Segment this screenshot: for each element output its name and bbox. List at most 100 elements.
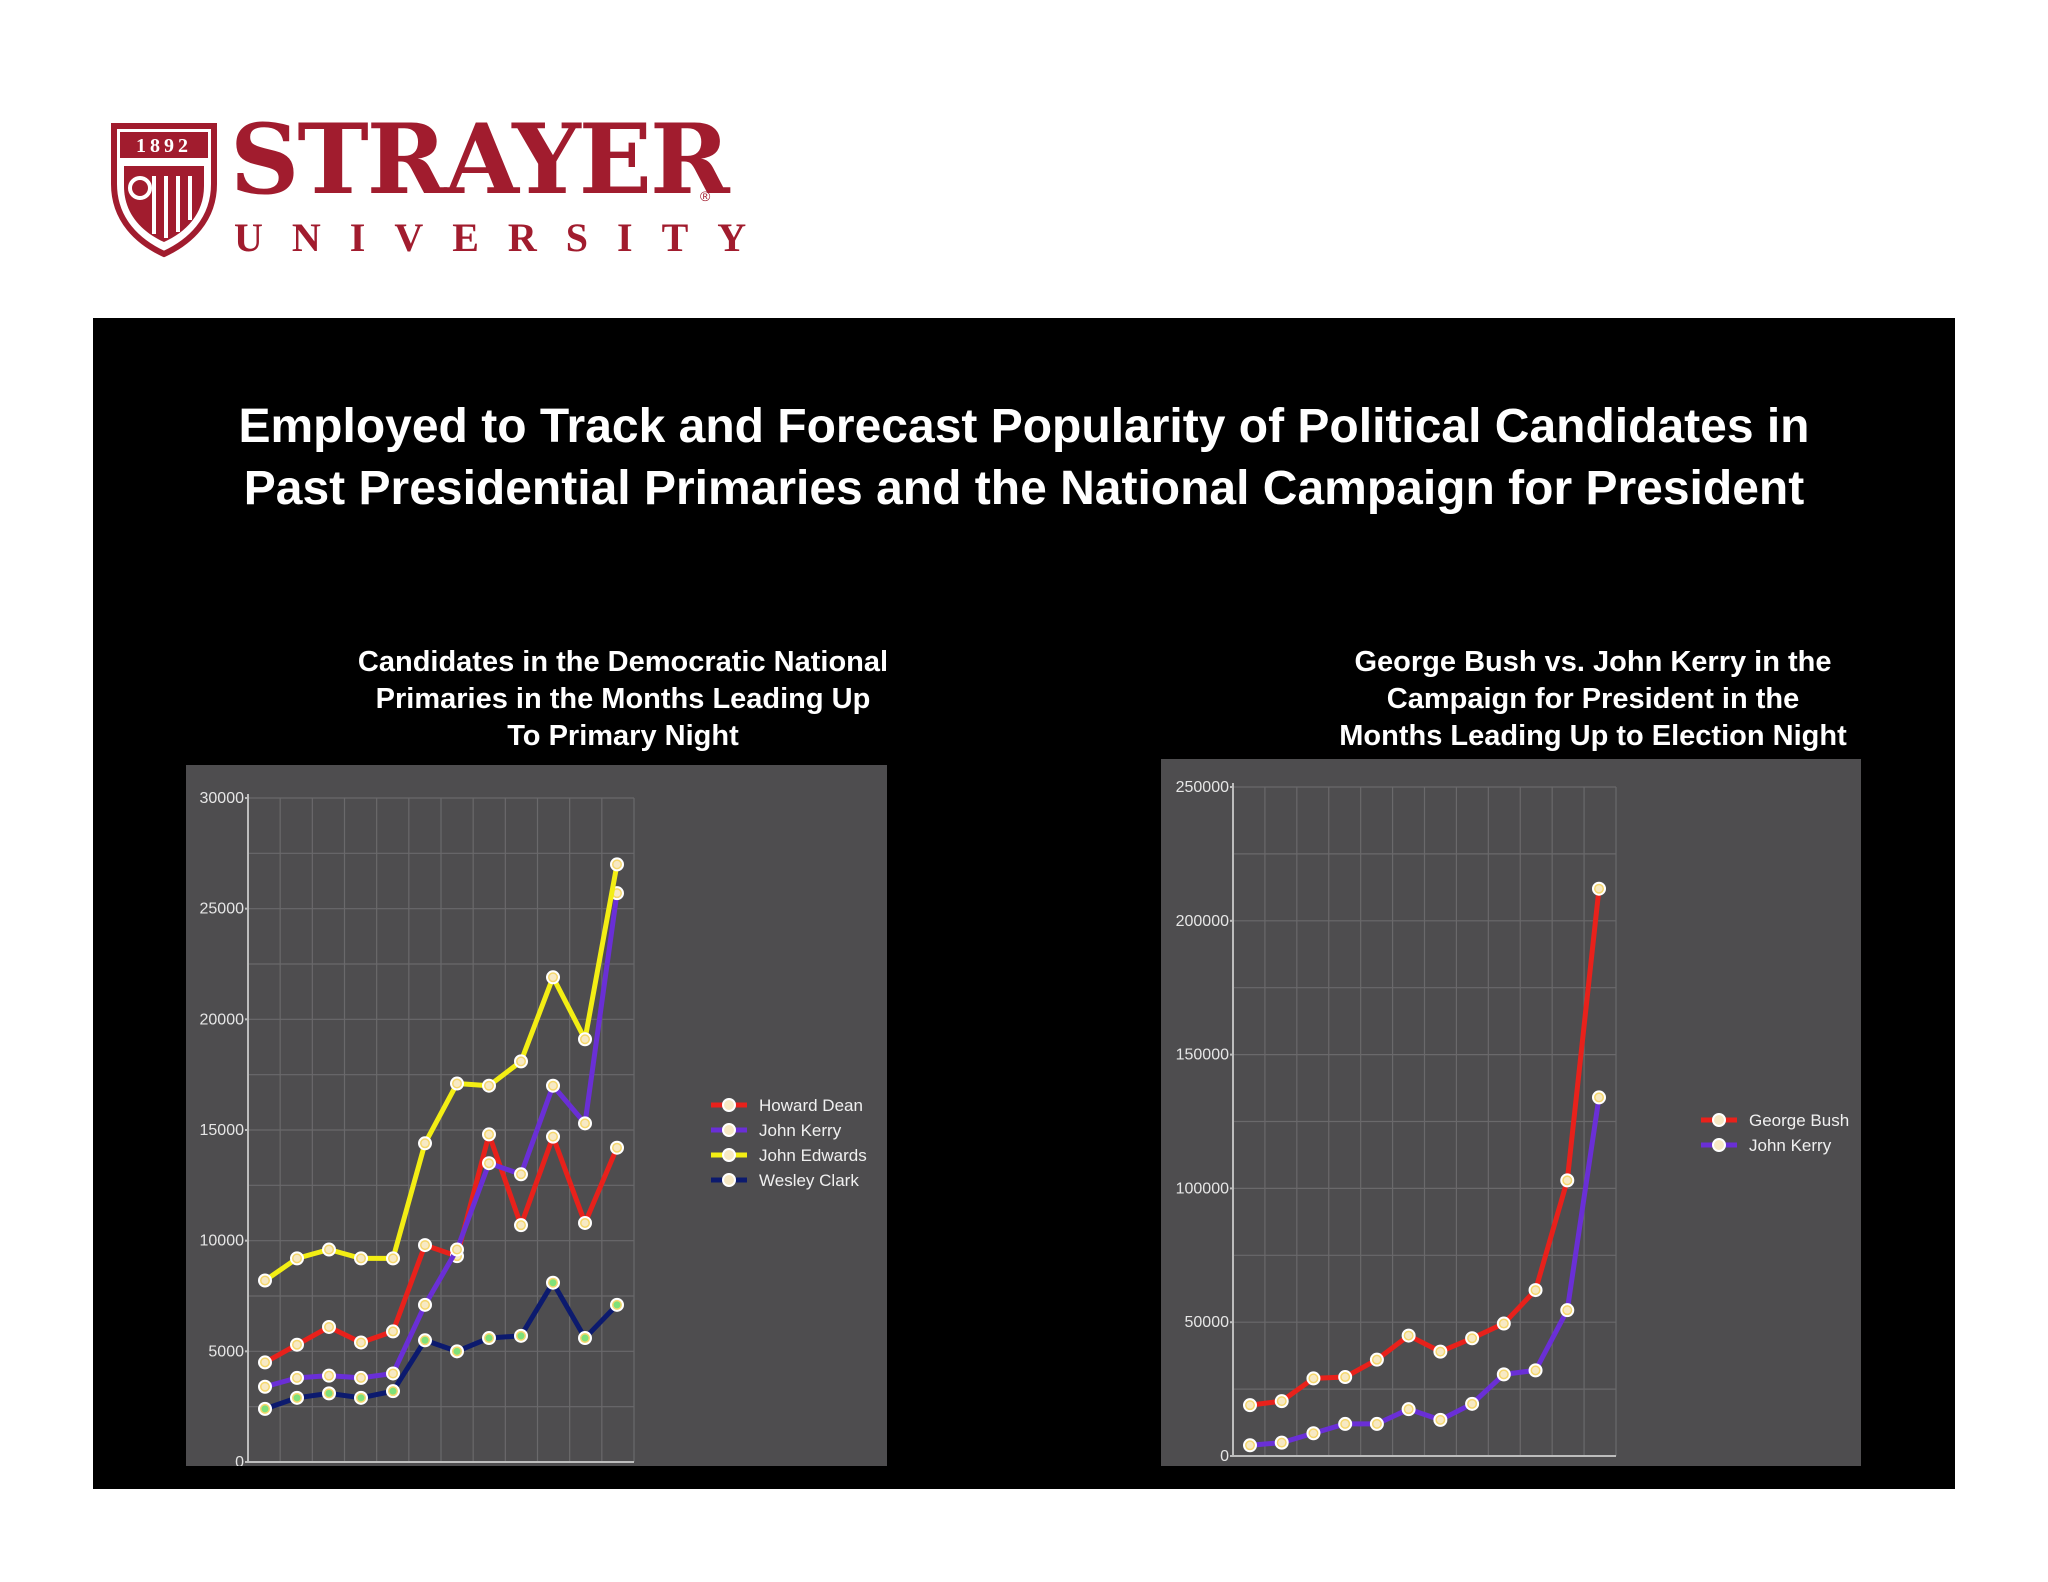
data-point-center [613, 860, 621, 868]
data-point-center [1595, 885, 1603, 893]
data-point-center [421, 1301, 429, 1309]
chart-1-svg: 0 5000 10000 15000 20000 25000 30000 Howard Dea… [200, 790, 867, 1466]
y-tick-label: 25000 [200, 901, 245, 918]
data-point-center [485, 1334, 493, 1342]
data-point-center [485, 1159, 493, 1167]
chart-1-title-line-3: To Primary Night [507, 720, 739, 752]
data-point-center [1532, 1286, 1540, 1294]
data-point-center [325, 1323, 333, 1331]
chart-1-title-line-1: Candidates in the Democratic National [357, 646, 889, 678]
data-point-center [1373, 1356, 1381, 1364]
legend-marker [722, 1123, 736, 1137]
data-point-center [1309, 1374, 1317, 1382]
legend-marker [1712, 1113, 1726, 1127]
data-point-center [485, 1130, 493, 1138]
legend-label: George Bush [1749, 1111, 1849, 1130]
data-point-center [389, 1254, 397, 1262]
chart-2: 0 50000 100000 150000 200000 250000 George Bus… [1161, 759, 1861, 1466]
legend-marker [722, 1098, 736, 1112]
data-point-center [325, 1246, 333, 1254]
data-point-center [1500, 1370, 1508, 1378]
data-point-center [485, 1082, 493, 1090]
data-point-center [453, 1246, 461, 1254]
chart-1-title-line-2: Primaries in the Months Leading Up [375, 683, 871, 715]
series-george-bush [1243, 881, 1606, 1413]
data-point-center [1532, 1366, 1540, 1374]
data-point-center [325, 1372, 333, 1380]
chart-2-legend: George Bush John Kerry [1701, 1111, 1849, 1155]
data-point-center [357, 1338, 365, 1346]
data-point-center [1246, 1441, 1254, 1449]
data-point-center [1563, 1306, 1571, 1314]
legend-label: John Kerry [759, 1121, 842, 1140]
y-tick-label: 0 [235, 1454, 244, 1466]
legend-label: Wesley Clark [759, 1171, 859, 1190]
legend-label: John Edwards [759, 1146, 867, 1165]
data-point-center [421, 1139, 429, 1147]
logo-subtitle: UNIVERSITY [234, 215, 776, 260]
data-point-center [1436, 1348, 1444, 1356]
data-point-center [389, 1327, 397, 1335]
data-point-center [549, 1082, 557, 1090]
data-point-center [357, 1254, 365, 1262]
y-tick-label: 10000 [200, 1233, 245, 1250]
data-point-center [1500, 1320, 1508, 1328]
data-point-center [613, 889, 621, 897]
series-john-kerry [258, 886, 624, 1394]
data-point-center [261, 1358, 269, 1366]
data-point-center [549, 1279, 557, 1287]
series-john-edwards [258, 857, 624, 1288]
data-point-center [389, 1387, 397, 1395]
data-point-center [357, 1394, 365, 1402]
data-point-center [517, 1170, 525, 1178]
data-point-center [293, 1254, 301, 1262]
chart-2-title-line-3: Months Leading Up to Election Night [1339, 720, 1847, 752]
chart-2-plot: 0 50000 100000 150000 200000 250000 [1176, 779, 1617, 1465]
data-point-center [1468, 1334, 1476, 1342]
legend-label: John Kerry [1749, 1136, 1832, 1155]
data-point-center [581, 1334, 589, 1342]
logo-year: 1892 [136, 135, 192, 157]
legend-marker [1712, 1138, 1726, 1152]
chart-1-title: Candidates in the Democratic National Pr… [183, 644, 1063, 755]
data-point-center [389, 1369, 397, 1377]
chart-1-plot: 0 5000 10000 15000 20000 25000 30000 [200, 790, 635, 1466]
legend-label: Howard Dean [759, 1096, 863, 1115]
data-point-center [517, 1057, 525, 1065]
series-howard-dean [258, 1127, 624, 1370]
data-point-center [261, 1405, 269, 1413]
slide-title: Employed to Track and Forecast Popularit… [93, 396, 1955, 520]
data-point-center [1341, 1373, 1349, 1381]
data-point-center [293, 1341, 301, 1349]
data-point-center [453, 1347, 461, 1355]
data-point-center [261, 1383, 269, 1391]
data-point-center [517, 1332, 525, 1340]
data-point-center [613, 1301, 621, 1309]
y-tick-label: 20000 [200, 1011, 245, 1028]
data-point-center [421, 1241, 429, 1249]
y-tick-label: 0 [1220, 1448, 1229, 1465]
y-tick-label: 150000 [1176, 1047, 1229, 1064]
data-point-center [549, 1133, 557, 1141]
data-point-center [581, 1119, 589, 1127]
data-point-center [357, 1374, 365, 1382]
strayer-logo: 1892 STRAYER ® UNIVERSITY [110, 112, 746, 268]
chart-1-legend: Howard Dean John Kerry John Edwards Wesley … [711, 1096, 867, 1190]
legend-marker [722, 1148, 736, 1162]
data-point-center [1563, 1176, 1571, 1184]
data-point-center [1373, 1420, 1381, 1428]
data-point-center [293, 1394, 301, 1402]
data-point-center [453, 1080, 461, 1088]
chart-2-title-line-2: Campaign for President in the [1386, 683, 1800, 715]
series-wesley-clark [258, 1275, 624, 1416]
data-point-center [1405, 1405, 1413, 1413]
legend-marker [722, 1173, 736, 1187]
data-point-center [1595, 1093, 1603, 1101]
data-point-center [325, 1389, 333, 1397]
shield-seal-icon: 1892 [111, 123, 217, 258]
chart-1: 0 5000 10000 15000 20000 25000 30000 Howard Dea… [186, 765, 887, 1466]
chart-2-svg: 0 50000 100000 150000 200000 250000 George Bus… [1176, 779, 1850, 1465]
y-tick-label: 30000 [200, 790, 245, 807]
logo-wordmark: STRAYER [230, 103, 730, 216]
data-point-center [517, 1221, 525, 1229]
